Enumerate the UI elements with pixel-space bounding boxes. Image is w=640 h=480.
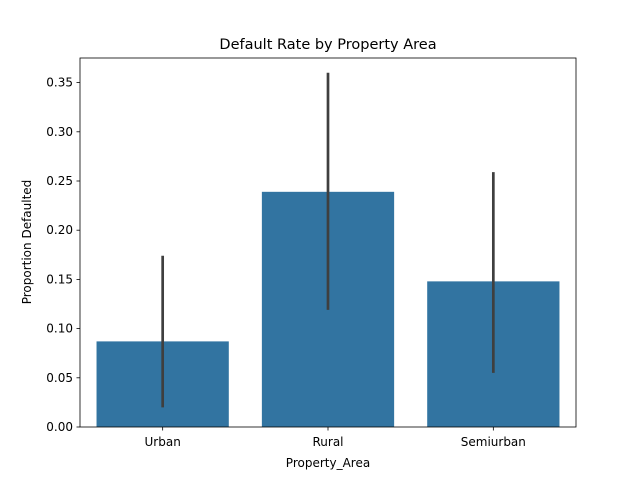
y-tick-label: 0.05 bbox=[46, 371, 73, 385]
x-axis-label: Property_Area bbox=[286, 456, 370, 470]
x-tick-label: Semiurban bbox=[461, 435, 526, 449]
y-tick-label: 0.25 bbox=[46, 174, 73, 188]
y-tick-label: 0.00 bbox=[46, 420, 73, 434]
chart-title: Default Rate by Property Area bbox=[219, 37, 436, 53]
y-tick-label: 0.15 bbox=[46, 272, 73, 286]
x-tick-label: Urban bbox=[145, 435, 181, 449]
x-tick-label: Rural bbox=[312, 435, 343, 449]
y-axis-label: Proportion Defaulted bbox=[20, 180, 34, 305]
y-tick-label: 0.35 bbox=[46, 76, 73, 90]
y-tick-label: 0.10 bbox=[46, 322, 73, 336]
y-tick-label: 0.30 bbox=[46, 125, 73, 139]
plot-frame bbox=[79, 57, 577, 428]
y-tick-label: 0.20 bbox=[46, 223, 73, 237]
